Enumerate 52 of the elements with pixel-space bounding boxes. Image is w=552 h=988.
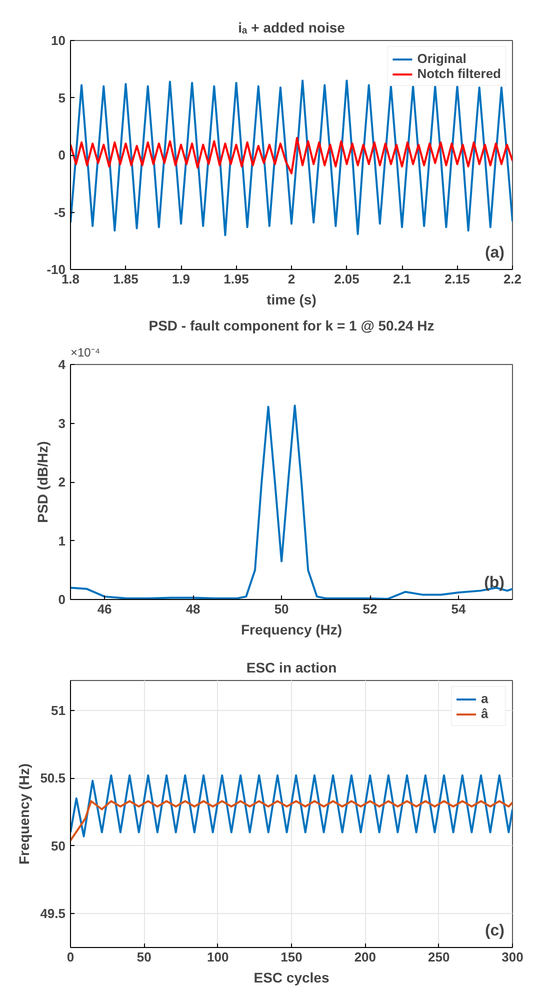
x-tick-label: 1.95 <box>224 272 249 286</box>
chart-title: iₐ + added noise <box>238 20 346 36</box>
x-tick-label: 300 <box>502 950 524 964</box>
annotation: (b) <box>484 574 505 592</box>
x-tick-label: 2.2 <box>503 272 522 286</box>
y-tick-label: 0 <box>58 592 66 607</box>
y-tick-label: 1 <box>58 533 66 548</box>
x-axis-title: Frequency (Hz) <box>240 622 342 638</box>
line-series <box>70 800 512 842</box>
y-tick-label: 4 <box>58 357 66 372</box>
legend-label: Original <box>417 51 466 66</box>
annotation: (a) <box>484 244 505 262</box>
legend-label: a <box>481 691 490 706</box>
y-tick-label: 0 <box>58 148 66 162</box>
x-tick-label: 150 <box>280 950 302 964</box>
x-tick-label: 1.85 <box>113 272 138 286</box>
x-tick-label: 2 <box>288 272 296 286</box>
y-tick-label: 50.5 <box>40 770 66 786</box>
x-tick-label: 52 <box>362 602 378 616</box>
y-axis-title: PSD (dB/Hz) <box>34 441 50 523</box>
y-tick-label: 2 <box>58 474 66 490</box>
line-series <box>70 774 512 838</box>
chart-title: ESC in action <box>246 660 337 676</box>
x-tick-label: 50 <box>274 602 289 616</box>
legend-label: â <box>481 706 490 721</box>
text: ×10⁻⁴ <box>70 346 100 360</box>
x-axis-title: ESC cycles <box>254 970 330 986</box>
y-axis-title: Frequency (Hz) <box>16 763 32 865</box>
x-tick-label: 48 <box>186 602 200 616</box>
x-tick-label: 50 <box>136 950 152 964</box>
x-tick-label: 1.9 <box>172 272 190 286</box>
x-tick-label: 46 <box>97 602 112 616</box>
x-tick-label: 100 <box>206 950 229 964</box>
x-tick-label: 2.05 <box>334 272 360 286</box>
x-axis-title: time (s) <box>266 292 316 308</box>
y-tick-label: 3 <box>58 416 66 431</box>
annotation: (c) <box>484 922 505 940</box>
x-tick-label: 54 <box>451 602 467 616</box>
line-series <box>70 136 512 174</box>
line-series <box>70 80 512 236</box>
legend-label: Notch filtered <box>417 66 501 81</box>
x-tick-label: 200 <box>354 950 376 964</box>
x-tick-label: 2.15 <box>444 272 470 286</box>
y-tick-label: 5 <box>58 90 66 106</box>
x-tick-label: 250 <box>428 950 450 964</box>
y-tick-label: 10 <box>51 33 66 48</box>
y-tick-label: 50 <box>51 838 66 854</box>
y-tick-label: -5 <box>54 204 66 220</box>
x-tick-label: 2.1 <box>392 272 412 286</box>
y-tick-label: 51 <box>51 702 66 718</box>
y-tick-label: 49.5 <box>40 906 66 922</box>
chart-title: PSD - fault component for k = 1 @ 50.24 Hz <box>148 318 434 334</box>
